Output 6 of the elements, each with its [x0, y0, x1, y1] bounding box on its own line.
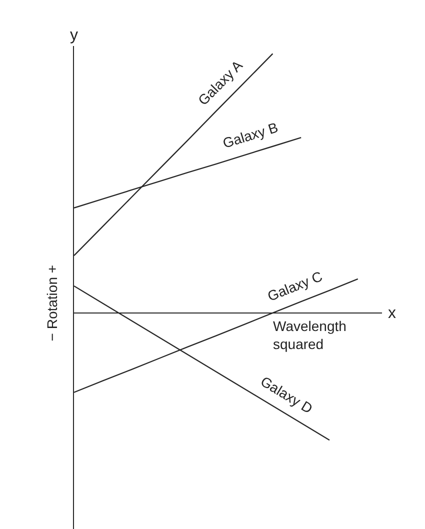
text: Galaxy C — [265, 268, 325, 304]
y-axis-title: − Rotation + — [44, 264, 60, 342]
text: x — [388, 305, 396, 322]
x-axis-title: Wavelength squared — [273, 318, 346, 352]
text: Galaxy B — [220, 119, 280, 152]
text: y — [70, 27, 78, 44]
